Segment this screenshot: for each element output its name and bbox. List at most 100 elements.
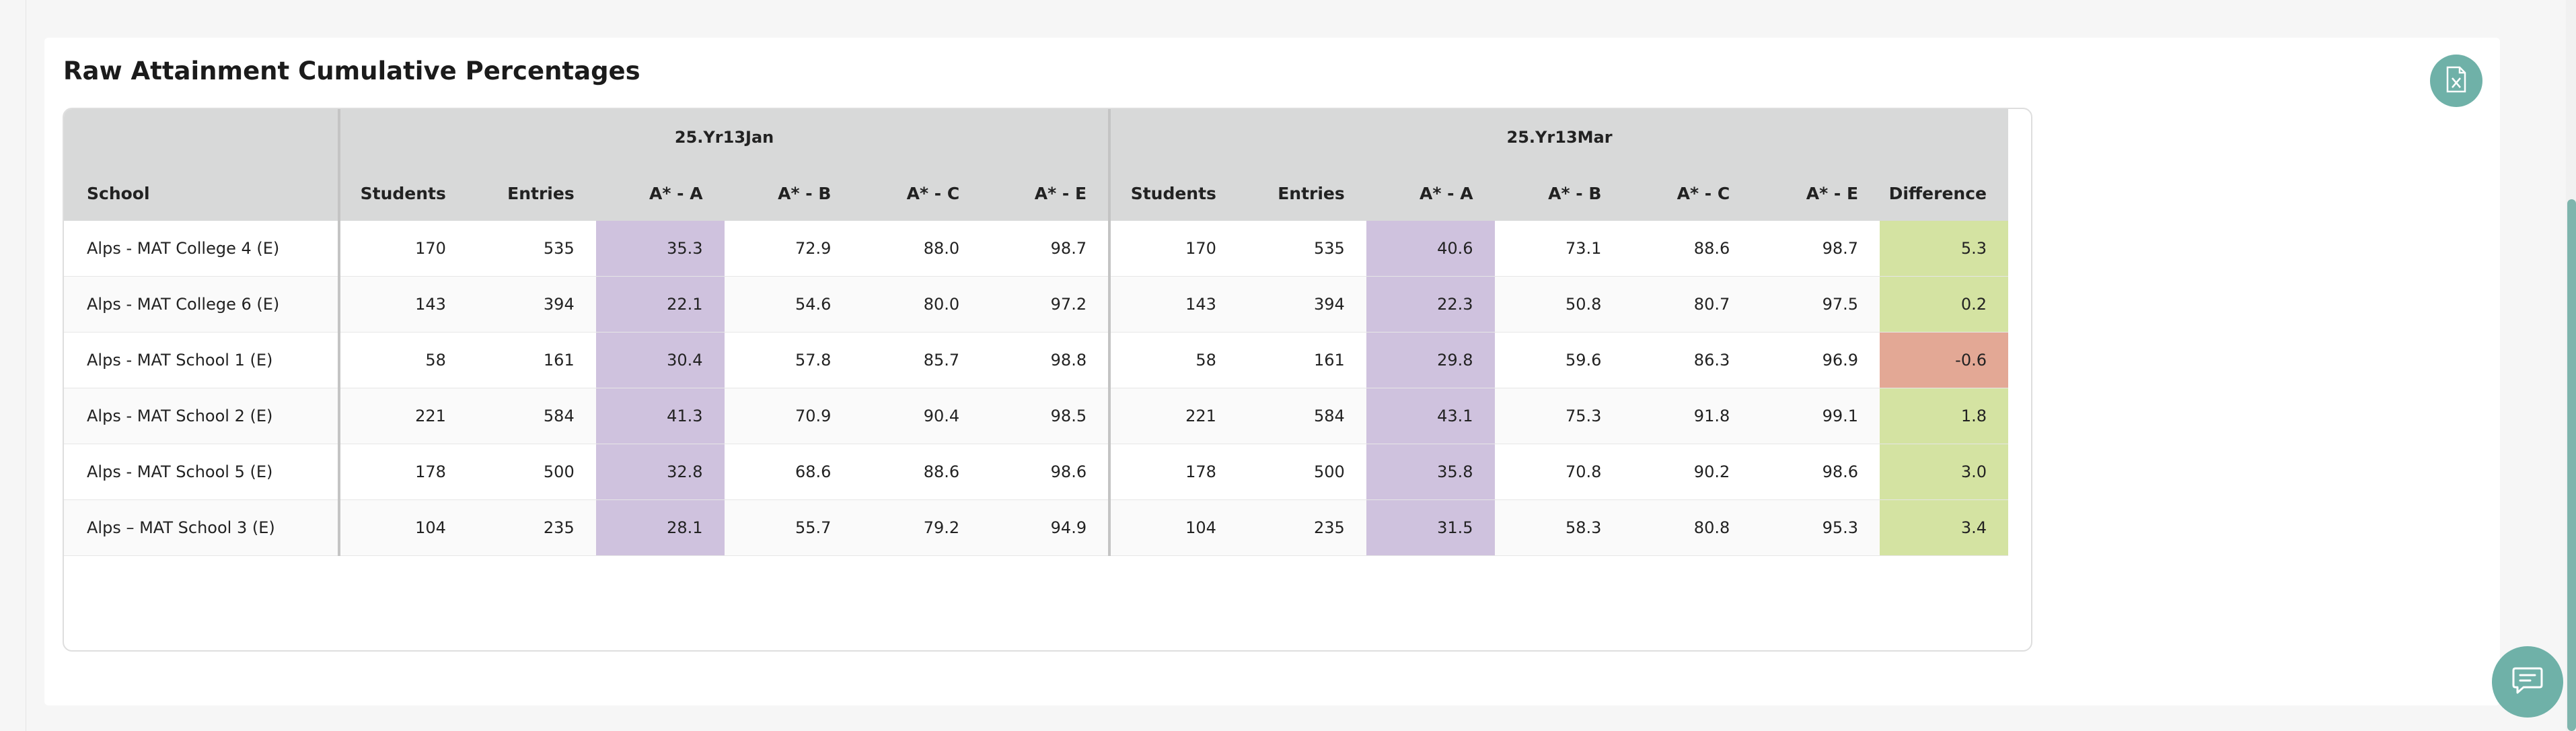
- mar-a-star-a: 40.6: [1366, 221, 1495, 277]
- mar-a-star-e: 99.1: [1751, 388, 1880, 444]
- table-row: Alps - MAT College 4 (E) 170 535 35.3 72…: [64, 221, 2008, 277]
- column-header-mar-entries[interactable]: Entries: [1237, 166, 1366, 221]
- mar-a-star-a: 43.1: [1366, 388, 1495, 444]
- group-header-mar: 25.Yr13Mar: [1109, 109, 2008, 166]
- page-scrollbar-thumb[interactable]: [2567, 199, 2576, 731]
- jan-a-star-c: 88.0: [852, 221, 982, 277]
- jan-a-star-c: 88.6: [852, 444, 982, 500]
- mar-a-star-b: 75.3: [1494, 388, 1623, 444]
- column-header-jan-a-star-c[interactable]: A* - C: [852, 166, 982, 221]
- jan-a-star-c: 90.4: [852, 388, 982, 444]
- jan-a-star-a: 32.8: [595, 444, 725, 500]
- mar-a-star-e: 96.9: [1751, 332, 1880, 388]
- mar-a-star-b: 73.1: [1494, 221, 1623, 277]
- jan-a-star-e: 94.9: [981, 499, 1111, 556]
- mar-entries: 161: [1237, 332, 1366, 388]
- table-row: Alps - MAT School 2 (E) 221 584 41.3 70.…: [64, 388, 2008, 444]
- mar-entries: 394: [1237, 276, 1366, 333]
- excel-file-icon: [2445, 66, 2468, 96]
- jan-a-star-b: 70.9: [724, 388, 853, 444]
- difference-cell: -0.6: [1880, 332, 2008, 388]
- jan-a-star-b: 57.8: [724, 332, 853, 388]
- table-row: Alps - MAT School 1 (E) 58 161 30.4 57.8…: [64, 332, 2008, 388]
- mar-a-star-b: 58.3: [1494, 499, 1623, 556]
- mar-a-star-c: 86.3: [1623, 332, 1752, 388]
- jan-a-star-e: 98.7: [981, 221, 1111, 277]
- group-header-row: 25.Yr13Jan 25.Yr13Mar: [64, 109, 2008, 166]
- difference-cell: 3.0: [1880, 444, 2008, 500]
- jan-a-star-e: 98.8: [981, 332, 1111, 388]
- mar-students: 170: [1109, 221, 1238, 277]
- column-header-school[interactable]: School: [64, 166, 341, 221]
- difference-cell: 3.4: [1880, 499, 2008, 556]
- jan-a-star-a: 35.3: [595, 221, 725, 277]
- jan-a-star-a: 30.4: [595, 332, 725, 388]
- column-header-mar-a-star-a[interactable]: A* - A: [1366, 166, 1495, 221]
- school-name: Alps - MAT College 4 (E): [64, 221, 341, 277]
- jan-a-star-a: 41.3: [595, 388, 725, 444]
- chat-button[interactable]: [2492, 646, 2563, 718]
- mar-a-star-b: 50.8: [1494, 276, 1623, 333]
- column-header-jan-a-star-b[interactable]: A* - B: [724, 166, 853, 221]
- mar-a-star-e: 98.7: [1751, 221, 1880, 277]
- mar-a-star-a: 22.3: [1366, 276, 1495, 333]
- jan-a-star-b: 68.6: [724, 444, 853, 500]
- mar-a-star-c: 88.6: [1623, 221, 1752, 277]
- column-header-mar-a-star-e[interactable]: A* - E: [1751, 166, 1880, 221]
- difference-cell: 0.2: [1880, 276, 2008, 333]
- column-header-difference[interactable]: Difference: [1880, 166, 2008, 221]
- mar-students: 221: [1109, 388, 1238, 444]
- mar-students: 58: [1109, 332, 1238, 388]
- column-header-mar-students[interactable]: Students: [1109, 166, 1238, 221]
- column-header-mar-a-star-b[interactable]: A* - B: [1494, 166, 1623, 221]
- column-header-jan-entries[interactable]: Entries: [467, 166, 596, 221]
- mar-a-star-e: 95.3: [1751, 499, 1880, 556]
- group-header-empty: [64, 109, 341, 166]
- mar-a-star-b: 70.8: [1494, 444, 1623, 500]
- column-header-jan-a-star-e[interactable]: A* - E: [981, 166, 1111, 221]
- mar-a-star-c: 91.8: [1623, 388, 1752, 444]
- jan-a-star-e: 97.2: [981, 276, 1111, 333]
- school-name: Alps - MAT School 2 (E): [64, 388, 341, 444]
- mar-a-star-e: 97.5: [1751, 276, 1880, 333]
- column-header-row: School Students Entries A* - A A* - B A*…: [64, 166, 2008, 221]
- mar-a-star-a: 29.8: [1366, 332, 1495, 388]
- chat-icon: [2511, 666, 2544, 697]
- mar-students: 104: [1109, 499, 1238, 556]
- mar-a-star-c: 80.8: [1623, 499, 1752, 556]
- difference-cell: 5.3: [1880, 221, 2008, 277]
- jan-entries: 161: [467, 332, 596, 388]
- school-name: Alps - MAT School 5 (E): [64, 444, 341, 500]
- jan-a-star-a: 22.1: [595, 276, 725, 333]
- school-name: Alps - MAT College 6 (E): [64, 276, 341, 333]
- jan-entries: 584: [467, 388, 596, 444]
- export-excel-button[interactable]: [2430, 55, 2482, 107]
- table-row: Alps - MAT College 6 (E) 143 394 22.1 54…: [64, 276, 2008, 333]
- jan-a-star-b: 55.7: [724, 499, 853, 556]
- jan-students: 221: [339, 388, 468, 444]
- jan-entries: 535: [467, 221, 596, 277]
- jan-a-star-e: 98.6: [981, 444, 1111, 500]
- table-row: Alps – MAT School 3 (E) 104 235 28.1 55.…: [64, 499, 2008, 556]
- attainment-table: 25.Yr13Jan 25.Yr13Mar School Students En…: [64, 109, 2008, 556]
- jan-a-star-c: 85.7: [852, 332, 982, 388]
- jan-a-star-b: 72.9: [724, 221, 853, 277]
- jan-students: 104: [339, 499, 468, 556]
- jan-a-star-c: 80.0: [852, 276, 982, 333]
- group-header-jan: 25.Yr13Jan: [339, 109, 1111, 166]
- jan-students: 170: [339, 221, 468, 277]
- jan-a-star-a: 28.1: [595, 499, 725, 556]
- column-header-jan-a-star-a[interactable]: A* - A: [595, 166, 725, 221]
- mar-a-star-a: 35.8: [1366, 444, 1495, 500]
- jan-a-star-e: 98.5: [981, 388, 1111, 444]
- jan-a-star-b: 54.6: [724, 276, 853, 333]
- mar-entries: 235: [1237, 499, 1366, 556]
- column-header-jan-students[interactable]: Students: [339, 166, 468, 221]
- jan-students: 143: [339, 276, 468, 333]
- mar-entries: 500: [1237, 444, 1366, 500]
- difference-cell: 1.8: [1880, 388, 2008, 444]
- mar-students: 143: [1109, 276, 1238, 333]
- jan-entries: 394: [467, 276, 596, 333]
- column-header-mar-a-star-c[interactable]: A* - C: [1623, 166, 1752, 221]
- mar-a-star-e: 98.6: [1751, 444, 1880, 500]
